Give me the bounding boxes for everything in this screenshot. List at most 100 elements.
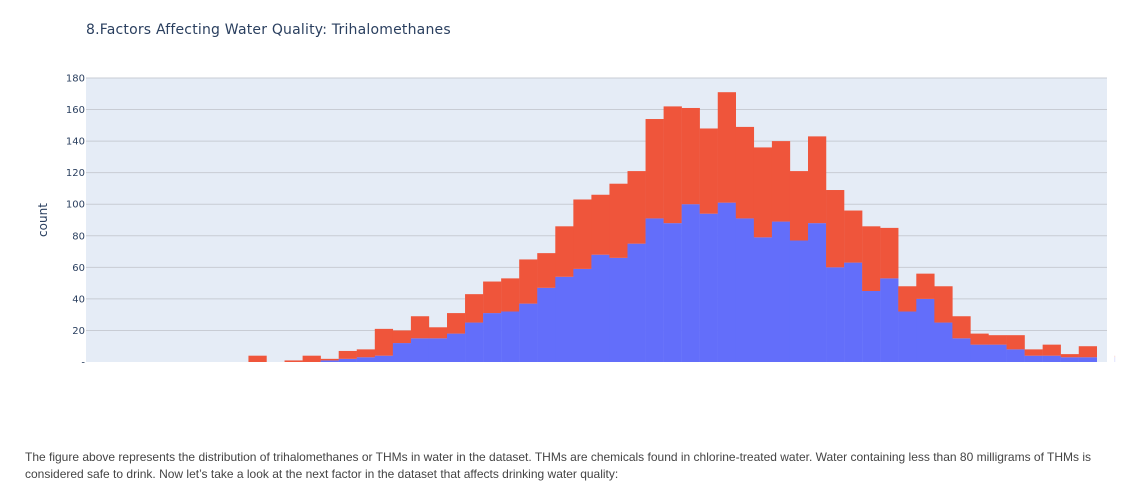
histogram-bar [844, 210, 863, 263]
histogram-bar [537, 287, 556, 362]
histogram-bar [1006, 335, 1025, 350]
histogram-bar [555, 276, 574, 362]
y-tick-label: 140 [66, 137, 85, 148]
histogram-bar [970, 344, 989, 362]
histogram-bar [1024, 349, 1043, 356]
histogram-bar [789, 171, 809, 241]
y-axis-ticks: 20 40 60 80 100 120 140 160 180 - [66, 74, 85, 369]
histogram-bar [374, 355, 394, 362]
histogram-bar [374, 328, 394, 356]
histogram-bar [501, 278, 520, 312]
histogram-bar [465, 322, 484, 362]
histogram-bar [284, 360, 303, 362]
histogram-bar [699, 128, 718, 214]
y-tick-label: 40 [72, 294, 85, 305]
y-tick-label: 120 [66, 168, 85, 179]
histogram-bar [826, 267, 845, 362]
histogram-bar [681, 204, 700, 362]
histogram-bar [573, 268, 592, 362]
histogram-bar [320, 358, 339, 361]
histogram-bar [465, 294, 484, 323]
y-tick-label: 180 [66, 74, 85, 85]
histogram-bar [591, 254, 610, 362]
histogram-bar [591, 194, 610, 255]
histogram-bar [392, 330, 412, 344]
histogram-bar [338, 358, 357, 362]
histogram-bars [248, 92, 1116, 362]
histogram-bar [519, 259, 538, 304]
histogram-bar [808, 223, 827, 362]
histogram-bar [862, 226, 881, 291]
histogram-bar [771, 221, 791, 362]
histogram-bar [844, 262, 863, 362]
histogram-bar [483, 281, 502, 314]
y-axis-title: count [36, 203, 50, 237]
histogram-bar [789, 240, 809, 362]
histogram-bar [717, 202, 736, 362]
histogram-bar [663, 106, 682, 224]
histogram-bar [555, 226, 574, 277]
y-tick-label: 160 [66, 105, 85, 116]
y-tick-label: 20 [72, 326, 85, 337]
histogram-bar [302, 355, 321, 362]
histogram-bar [898, 311, 917, 362]
histogram-bar [1042, 355, 1061, 362]
histogram-bar [609, 183, 628, 258]
histogram-bar [447, 313, 466, 334]
histogram-bar [699, 213, 718, 362]
histogram-bar [934, 286, 953, 323]
histogram-bar [356, 349, 375, 358]
histogram-bar [447, 333, 466, 362]
histogram-bar [428, 327, 448, 339]
histogram-bar [1060, 354, 1079, 358]
histogram-bar [1006, 349, 1025, 362]
histogram-bar [753, 237, 773, 362]
histogram-bar [1078, 357, 1097, 362]
histogram-bar [1042, 344, 1061, 356]
y-tick-label: 100 [66, 200, 85, 211]
histogram-bar [808, 136, 827, 224]
histogram-bar [934, 322, 953, 362]
histogram-bar [519, 303, 538, 362]
histogram-bar [483, 313, 502, 362]
histogram-bar [753, 147, 773, 238]
histogram-bar [663, 223, 682, 362]
histogram-bar [573, 199, 592, 269]
y-tick-label: - [81, 358, 85, 369]
histogram-bar [1060, 357, 1079, 362]
histogram-bar [880, 278, 899, 362]
histogram-bar [410, 338, 430, 362]
histogram-bar [952, 316, 971, 339]
histogram-bar [338, 350, 357, 359]
histogram-bar [826, 190, 845, 268]
histogram-bar [898, 286, 917, 312]
histogram-bar [880, 227, 899, 279]
description-text: The figure above represents the distribu… [25, 450, 1092, 481]
histogram-bar [771, 141, 791, 222]
histogram-bar [988, 344, 1007, 362]
histogram-bar [735, 218, 755, 362]
histogram-bar [392, 343, 412, 362]
histogram-bar [428, 338, 448, 362]
histogram-bar [862, 291, 881, 362]
histogram-bar [627, 171, 646, 244]
histogram-bar [645, 119, 664, 219]
histogram-bar [717, 92, 736, 203]
histogram-bar [501, 311, 520, 362]
histogram-chart: 20 40 60 80 100 120 140 160 180 - count [36, 74, 1116, 369]
histogram-bar [320, 360, 339, 362]
histogram-bar [645, 218, 664, 362]
histogram-bar [248, 355, 267, 362]
chart-title: 8.Factors Affecting Water Quality: Triha… [86, 22, 451, 38]
histogram-bar [410, 316, 430, 339]
histogram-bar [1078, 346, 1097, 358]
histogram-bar [952, 338, 971, 362]
histogram-bar [356, 357, 375, 362]
y-tick-label: 80 [72, 231, 85, 242]
histogram-bar [916, 273, 935, 299]
histogram-bar [970, 333, 989, 345]
histogram-bar [916, 298, 935, 362]
histogram-bar [627, 243, 646, 362]
histogram-bar [609, 257, 628, 362]
y-tick-label: 60 [72, 263, 85, 274]
